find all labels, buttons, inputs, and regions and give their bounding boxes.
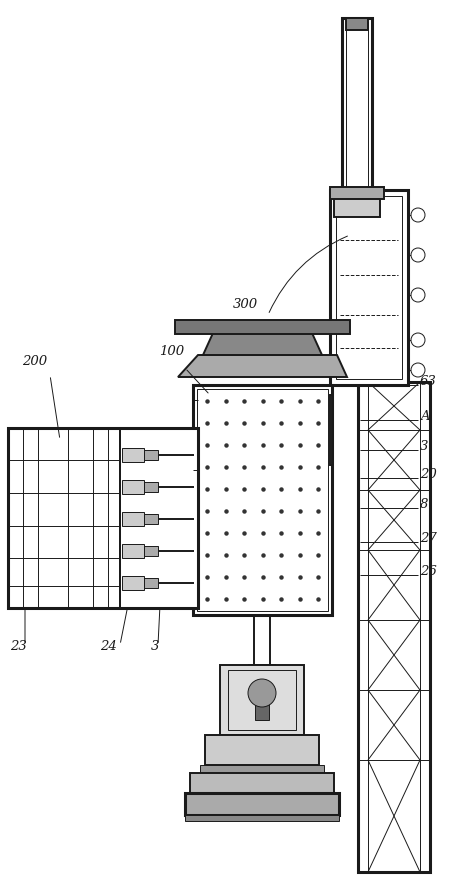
Bar (336, 196, 402, 379)
Bar (185, 793, 339, 815)
Bar (342, 18, 372, 192)
Circle shape (411, 208, 425, 222)
Polygon shape (203, 333, 322, 355)
Bar (122, 512, 144, 526)
Text: 200: 200 (22, 355, 48, 368)
Text: 20: 20 (420, 468, 437, 481)
Circle shape (411, 248, 425, 262)
Text: 100: 100 (159, 345, 184, 358)
Bar (175, 320, 350, 334)
Bar (122, 576, 144, 590)
Text: 23: 23 (9, 640, 27, 653)
Bar (122, 448, 144, 462)
Text: 8: 8 (420, 498, 428, 511)
Bar (228, 670, 296, 730)
Bar (185, 815, 339, 821)
Bar (8, 428, 198, 608)
Circle shape (411, 333, 425, 347)
Bar (334, 192, 380, 217)
Bar (205, 735, 319, 765)
Bar (144, 546, 158, 556)
Bar (200, 765, 324, 773)
Text: A: A (420, 410, 430, 423)
Bar (346, 18, 368, 30)
Text: 27: 27 (420, 532, 437, 545)
Bar (144, 482, 158, 492)
Text: 3: 3 (420, 440, 428, 453)
Text: 3: 3 (151, 640, 159, 653)
Bar (330, 190, 408, 385)
Bar (144, 514, 158, 524)
Bar (197, 389, 328, 611)
Circle shape (411, 363, 425, 377)
Circle shape (411, 288, 425, 302)
Text: 63: 63 (420, 375, 437, 388)
Bar (358, 382, 430, 872)
Bar (144, 578, 158, 588)
Bar (122, 480, 144, 494)
Bar (330, 187, 384, 199)
Bar (193, 385, 332, 615)
Polygon shape (178, 355, 347, 377)
Bar (330, 395, 332, 465)
Bar (220, 665, 304, 735)
Text: 300: 300 (233, 298, 257, 311)
Text: 26: 26 (420, 565, 437, 578)
Circle shape (248, 679, 276, 707)
Bar (255, 700, 269, 720)
Bar (144, 450, 158, 460)
Bar (346, 22, 368, 188)
Bar (190, 773, 334, 793)
Text: 24: 24 (99, 640, 117, 653)
Bar (122, 544, 144, 558)
